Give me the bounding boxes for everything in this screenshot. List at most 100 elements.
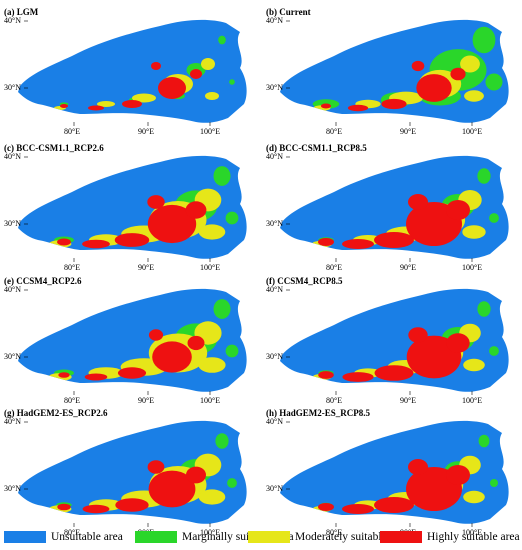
high-suitable-patch: [148, 329, 164, 341]
high-suitable-patch: [450, 67, 466, 81]
legend-swatch-high: [380, 531, 422, 543]
map-panel: (e) CCSM4_RCP2.6 40°N 30°N 80°E 90°E 100°E: [0, 273, 258, 405]
high-suitable-patch: [446, 200, 470, 220]
high-suitable-patch: [82, 239, 110, 249]
marginal-suitable-patch: [225, 344, 239, 358]
longitude-tick-label: 80°E: [326, 528, 343, 537]
high-suitable-patch: [148, 470, 196, 508]
panel-title: (f) CCSM4_RCP8.5: [266, 276, 343, 286]
high-suitable-patch: [84, 373, 108, 381]
latitude-tick-label: 40°N: [266, 152, 283, 161]
longitude-tick-label: 100°E: [200, 263, 221, 272]
longitude-tick-label: 90°E: [138, 396, 155, 405]
longitude-tick-label: 80°E: [64, 263, 81, 272]
latitude-tick-label: 40°N: [266, 285, 283, 294]
marginal-suitable-patch: [490, 479, 498, 487]
marginal-suitable-patch: [489, 346, 499, 356]
marginal-suitable-patch: [227, 478, 237, 488]
map-panel: (a) LGM 40°N 30°N 80°E 90°E 100°E: [0, 4, 258, 136]
moderate-suitable-patch: [97, 101, 115, 107]
latitude-tick-label: 30°N: [266, 352, 283, 361]
latitude-tick-label: 40°N: [266, 417, 283, 426]
latitude-tick-label: 40°N: [266, 16, 283, 25]
longitude-tick-label: 100°E: [462, 127, 483, 136]
marginal-suitable-patch: [229, 79, 235, 85]
map-panel: (f) CCSM4_RCP8.5 40°N 30°N 80°E 90°E 100°E: [262, 273, 520, 405]
high-suitable-patch: [147, 195, 165, 209]
legend-swatch-marginal: [135, 531, 177, 543]
map-panel: (d) BCC-CSM1.1_RCP8.5 40°N 30°N 80°E 90°E 100…: [262, 140, 520, 272]
panel-title: (c) BCC-CSM1.1_RCP2.6: [4, 143, 104, 153]
high-suitable-patch: [82, 504, 110, 514]
marginal-suitable-patch: [485, 73, 503, 91]
high-suitable-patch: [446, 465, 470, 485]
longitude-tick-label: 90°E: [138, 127, 155, 136]
latitude-tick-label: 40°N: [4, 417, 21, 426]
high-suitable-patch: [318, 238, 334, 246]
high-suitable-patch: [374, 232, 414, 248]
moderate-suitable-patch: [201, 58, 215, 70]
latitude-tick-label: 40°N: [4, 152, 21, 161]
moderate-suitable-patch: [198, 357, 226, 373]
map-panel: (b) Current 40°N 30°N 80°E 90°E 100°E: [262, 4, 520, 136]
longitude-tick-label: 100°E: [200, 127, 221, 136]
marginal-suitable-patch: [215, 433, 229, 449]
high-suitable-patch: [147, 204, 197, 244]
longitude-tick-label: 100°E: [462, 396, 483, 405]
high-suitable-patch: [57, 238, 71, 246]
latitude-tick-label: 30°N: [4, 352, 21, 361]
latitude-tick-label: 30°N: [4, 83, 21, 92]
marginal-suitable-patch: [489, 213, 499, 223]
map-svg: [280, 19, 509, 126]
high-suitable-patch: [416, 74, 452, 102]
high-suitable-patch: [342, 372, 374, 382]
moderate-suitable-patch: [463, 358, 485, 372]
legend: Unsuitable area Marginally suitable area…: [0, 527, 522, 547]
moderate-suitable-patch: [198, 489, 226, 505]
map-svg: [18, 288, 247, 395]
map-panel: (c) BCC-CSM1.1_RCP2.6 40°N 30°N 80°E 90°E 100…: [0, 140, 258, 272]
longitude-tick-label: 80°E: [326, 263, 343, 272]
high-suitable-patch: [117, 367, 147, 379]
map-svg: [18, 155, 247, 262]
high-suitable-patch: [114, 233, 150, 247]
longitude-tick-label: 80°E: [326, 396, 343, 405]
map-svg: [280, 288, 509, 395]
legend-swatch-moderate: [248, 531, 290, 543]
high-suitable-patch: [408, 327, 428, 343]
panel-title: (a) LGM: [4, 7, 39, 17]
moderate-suitable-patch: [464, 90, 484, 102]
latitude-tick-label: 30°N: [266, 219, 283, 228]
marginal-suitable-patch: [472, 26, 496, 54]
longitude-tick-label: 90°E: [400, 263, 417, 272]
high-suitable-patch: [320, 103, 332, 109]
longitude-tick-label: 80°E: [64, 528, 81, 537]
moderate-suitable-patch: [132, 93, 156, 103]
longitude-tick-label: 100°E: [200, 528, 221, 537]
high-suitable-patch: [115, 498, 149, 512]
high-suitable-patch: [374, 365, 414, 381]
map-svg: [18, 19, 247, 126]
longitude-tick-label: 90°E: [400, 127, 417, 136]
latitude-tick-label: 30°N: [4, 219, 21, 228]
high-suitable-patch: [186, 466, 206, 484]
high-suitable-patch: [381, 98, 407, 110]
marginal-suitable-patch: [225, 211, 239, 225]
panel-title: (d) BCC-CSM1.1_RCP8.5: [266, 143, 367, 153]
high-suitable-patch: [151, 62, 161, 70]
marginal-suitable-patch: [478, 434, 490, 448]
high-suitable-patch: [57, 503, 71, 511]
longitude-tick-label: 80°E: [64, 127, 81, 136]
latitude-tick-label: 30°N: [266, 83, 283, 92]
high-suitable-patch: [411, 60, 425, 72]
latitude-tick-label: 30°N: [4, 484, 21, 493]
panel-title: (b) Current: [266, 7, 311, 17]
map-svg: [280, 155, 509, 262]
latitude-tick-label: 40°N: [4, 16, 21, 25]
marginal-suitable-patch: [477, 301, 491, 317]
longitude-tick-label: 100°E: [462, 528, 483, 537]
legend-label-high: Highly suitable area: [427, 531, 520, 543]
map-svg: [18, 420, 247, 527]
high-suitable-patch: [190, 69, 202, 79]
high-suitable-patch: [60, 104, 68, 108]
